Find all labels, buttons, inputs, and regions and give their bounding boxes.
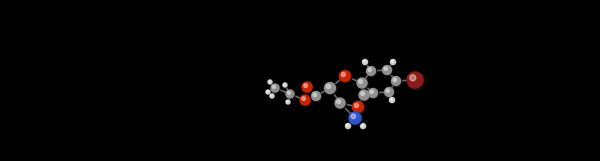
Circle shape <box>368 89 377 98</box>
Circle shape <box>361 123 365 128</box>
Circle shape <box>407 72 425 90</box>
Circle shape <box>364 60 365 62</box>
Circle shape <box>340 71 350 81</box>
Circle shape <box>370 90 373 93</box>
Circle shape <box>287 91 290 94</box>
Circle shape <box>283 83 287 87</box>
Circle shape <box>389 98 395 103</box>
Circle shape <box>410 75 416 81</box>
Circle shape <box>407 72 423 88</box>
Circle shape <box>286 100 290 104</box>
Circle shape <box>325 83 337 95</box>
Circle shape <box>393 78 397 81</box>
Circle shape <box>270 94 275 99</box>
Circle shape <box>340 71 352 83</box>
Circle shape <box>335 98 346 109</box>
Circle shape <box>391 98 392 100</box>
Circle shape <box>362 60 368 65</box>
Circle shape <box>300 95 310 105</box>
Circle shape <box>351 114 356 119</box>
Circle shape <box>337 100 341 104</box>
Circle shape <box>386 89 389 92</box>
Circle shape <box>367 67 377 77</box>
Circle shape <box>271 84 279 92</box>
Circle shape <box>271 95 272 96</box>
Circle shape <box>268 80 272 85</box>
Circle shape <box>266 90 271 95</box>
Circle shape <box>335 98 345 108</box>
Circle shape <box>361 92 365 95</box>
Circle shape <box>341 72 346 76</box>
Circle shape <box>368 68 371 71</box>
Circle shape <box>302 82 312 92</box>
Circle shape <box>312 92 322 102</box>
Circle shape <box>271 84 280 93</box>
Circle shape <box>287 101 288 102</box>
Circle shape <box>302 97 305 100</box>
Circle shape <box>355 103 359 108</box>
Circle shape <box>286 90 295 99</box>
Circle shape <box>286 100 290 104</box>
Circle shape <box>362 60 367 65</box>
Circle shape <box>283 83 287 87</box>
Circle shape <box>268 80 272 84</box>
Circle shape <box>391 60 395 65</box>
Circle shape <box>286 90 294 98</box>
Circle shape <box>353 102 365 114</box>
Circle shape <box>357 78 368 89</box>
Circle shape <box>385 88 395 98</box>
Circle shape <box>369 89 379 99</box>
Circle shape <box>391 60 393 62</box>
Circle shape <box>311 91 320 100</box>
Circle shape <box>359 80 362 84</box>
Circle shape <box>391 60 396 65</box>
Circle shape <box>367 66 376 76</box>
Circle shape <box>266 90 270 94</box>
Circle shape <box>304 84 308 87</box>
Circle shape <box>359 90 369 100</box>
Circle shape <box>361 124 366 129</box>
Circle shape <box>357 78 367 88</box>
Circle shape <box>325 82 335 94</box>
Circle shape <box>270 94 274 98</box>
Circle shape <box>346 124 348 126</box>
Circle shape <box>383 66 392 75</box>
Circle shape <box>346 123 350 128</box>
Circle shape <box>346 124 351 129</box>
Circle shape <box>384 67 388 71</box>
Circle shape <box>326 84 331 89</box>
Circle shape <box>300 95 311 106</box>
Circle shape <box>302 82 313 93</box>
Circle shape <box>284 84 285 85</box>
Circle shape <box>359 90 370 101</box>
Circle shape <box>383 66 392 76</box>
Circle shape <box>392 76 401 85</box>
Circle shape <box>349 112 361 124</box>
Circle shape <box>266 91 268 92</box>
Circle shape <box>272 85 275 88</box>
Circle shape <box>349 112 362 126</box>
Circle shape <box>389 98 395 103</box>
Circle shape <box>269 81 270 82</box>
Circle shape <box>385 87 394 96</box>
Circle shape <box>392 77 401 87</box>
Circle shape <box>353 101 364 113</box>
Circle shape <box>361 124 363 126</box>
Circle shape <box>313 93 316 96</box>
